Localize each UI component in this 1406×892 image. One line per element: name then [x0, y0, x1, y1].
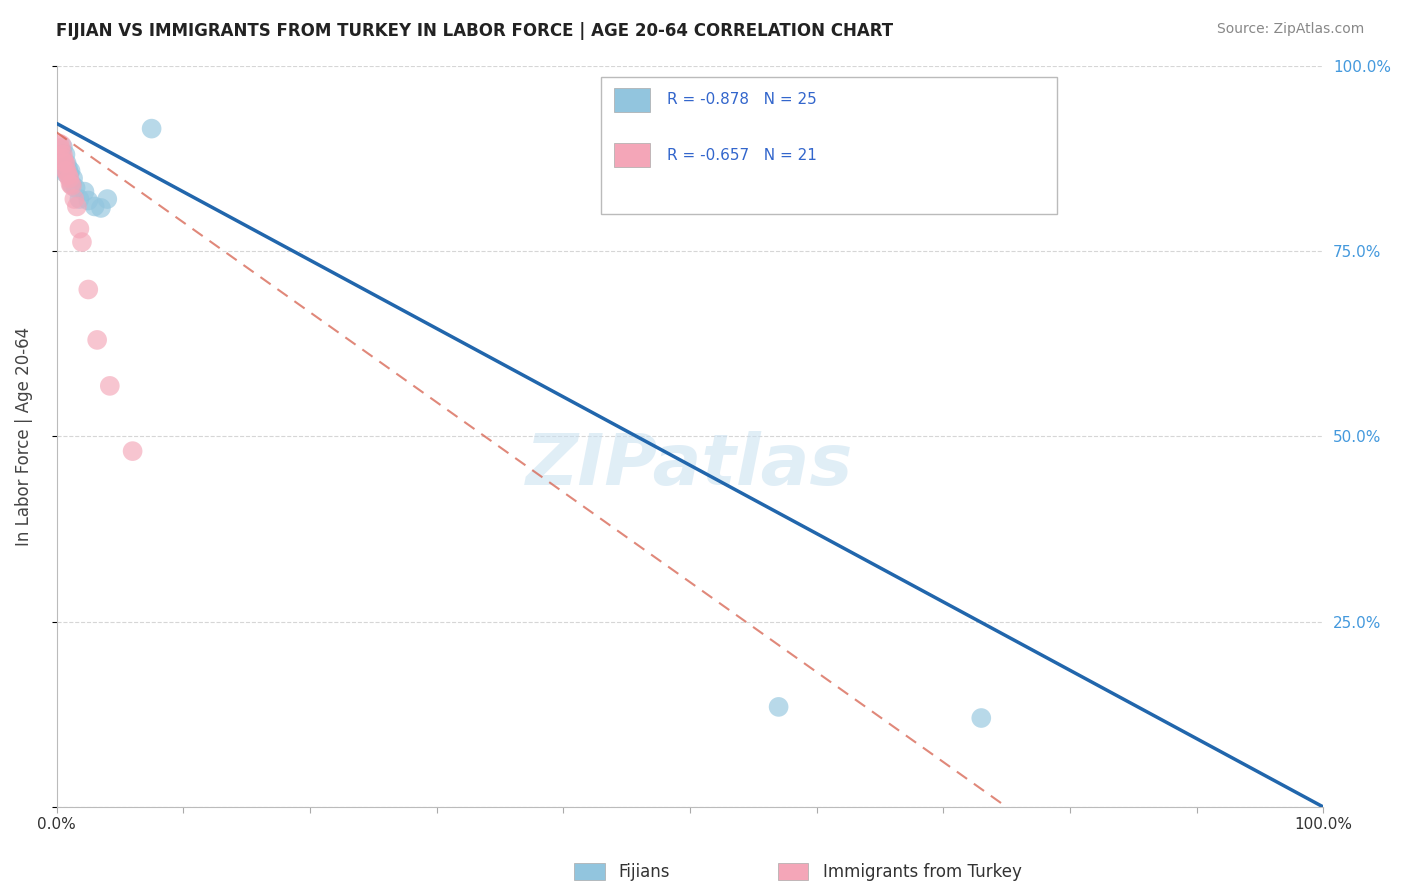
Point — [70, 235, 93, 249]
Point — [51, 144, 73, 158]
Point — [60, 178, 83, 193]
Text: Immigrants from Turkey: Immigrants from Turkey — [823, 863, 1021, 881]
Point — [49, 147, 72, 161]
Point — [51, 137, 73, 152]
Point — [53, 155, 76, 169]
Point — [90, 201, 112, 215]
Point — [49, 142, 72, 156]
Point — [51, 155, 73, 169]
Point — [53, 162, 76, 177]
Text: FIJIAN VS IMMIGRANTS FROM TURKEY IN LABOR FORCE | AGE 20-64 CORRELATION CHART: FIJIAN VS IMMIGRANTS FROM TURKEY IN LABO… — [56, 22, 893, 40]
Point — [56, 161, 79, 175]
Point — [55, 156, 77, 170]
Text: Source: ZipAtlas.com: Source: ZipAtlas.com — [1216, 22, 1364, 37]
Point — [98, 379, 121, 393]
Point — [63, 192, 86, 206]
Point — [52, 151, 75, 165]
Text: Fijians: Fijians — [619, 863, 671, 881]
Point — [66, 199, 89, 213]
Text: R = -0.657   N = 21: R = -0.657 N = 21 — [666, 148, 817, 163]
Point — [86, 333, 108, 347]
Point — [62, 171, 84, 186]
FancyBboxPatch shape — [614, 144, 651, 167]
Point — [67, 192, 90, 206]
Point — [96, 192, 118, 206]
Point — [52, 159, 75, 173]
Point — [77, 283, 100, 297]
Point — [768, 699, 790, 714]
Point — [58, 166, 80, 180]
Y-axis label: In Labor Force | Age 20-64: In Labor Force | Age 20-64 — [15, 326, 32, 546]
Point — [56, 169, 79, 183]
Point — [67, 221, 90, 235]
Point — [60, 178, 83, 192]
Point — [55, 147, 77, 161]
Point — [65, 181, 87, 195]
Point — [121, 444, 143, 458]
Point — [48, 151, 70, 165]
Point — [55, 164, 77, 178]
Point — [59, 164, 82, 178]
Point — [83, 199, 105, 213]
Text: ZIPatlas: ZIPatlas — [526, 432, 853, 500]
Point — [58, 171, 80, 186]
Point — [141, 121, 163, 136]
Point — [55, 156, 77, 170]
Point — [55, 164, 77, 178]
Point — [970, 711, 993, 725]
Point — [52, 140, 75, 154]
Point — [77, 194, 100, 208]
Point — [55, 166, 77, 180]
Point — [73, 185, 96, 199]
Point — [52, 147, 75, 161]
Point — [59, 178, 82, 192]
Text: R = -0.878   N = 25: R = -0.878 N = 25 — [666, 92, 817, 107]
Point — [48, 136, 70, 151]
FancyBboxPatch shape — [614, 87, 651, 112]
FancyBboxPatch shape — [602, 77, 1057, 214]
